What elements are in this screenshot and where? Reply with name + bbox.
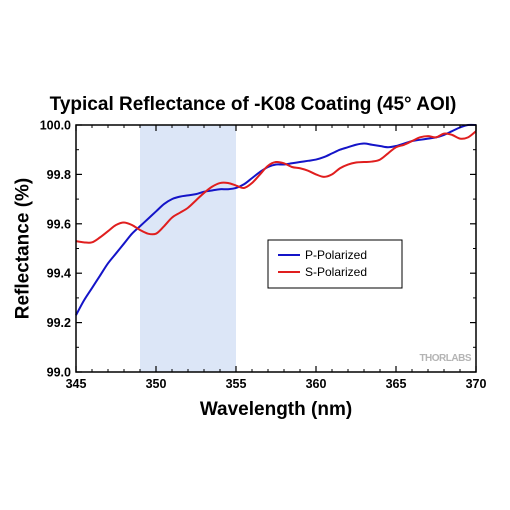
y-tick-label: 99.2: [47, 316, 71, 330]
series-layer: [75, 123, 477, 316]
ticks-layer: 345 350 355 360 365 370 99.0 99.2 99.4 99.6 99.8 10…: [40, 119, 487, 392]
y-tick-label: 99.8: [47, 168, 71, 182]
x-tick-label: 345: [66, 377, 87, 391]
series-line-s-polarized: [75, 130, 477, 244]
x-axis-label: Wavelength (nm): [200, 399, 352, 420]
y-tick-label: 99.0: [47, 366, 71, 380]
legend: P-Polarized S-Polarized: [267, 239, 403, 289]
y-tick-label: 99.4: [47, 267, 71, 281]
legend-box: [267, 239, 403, 289]
highlight-band: [140, 125, 236, 372]
y-tick-label: 100.0: [40, 119, 71, 133]
legend-label-s-polarized: S-Polarized: [305, 265, 367, 279]
y-axis-label: Reflectance (%): [13, 178, 34, 320]
x-tick-label: 370: [466, 377, 487, 391]
chart-title: Typical Reflectance of -K08 Coating (45°…: [50, 94, 457, 115]
x-tick-label: 360: [306, 377, 327, 391]
thorlabs-watermark: THORLABS: [419, 353, 471, 364]
x-tick-label: 350: [146, 377, 167, 391]
legend-label-p-polarized: P-Polarized: [305, 248, 367, 262]
x-tick-label: 355: [226, 377, 247, 391]
x-tick-label: 365: [386, 377, 407, 391]
y-tick-label: 99.6: [47, 217, 71, 231]
